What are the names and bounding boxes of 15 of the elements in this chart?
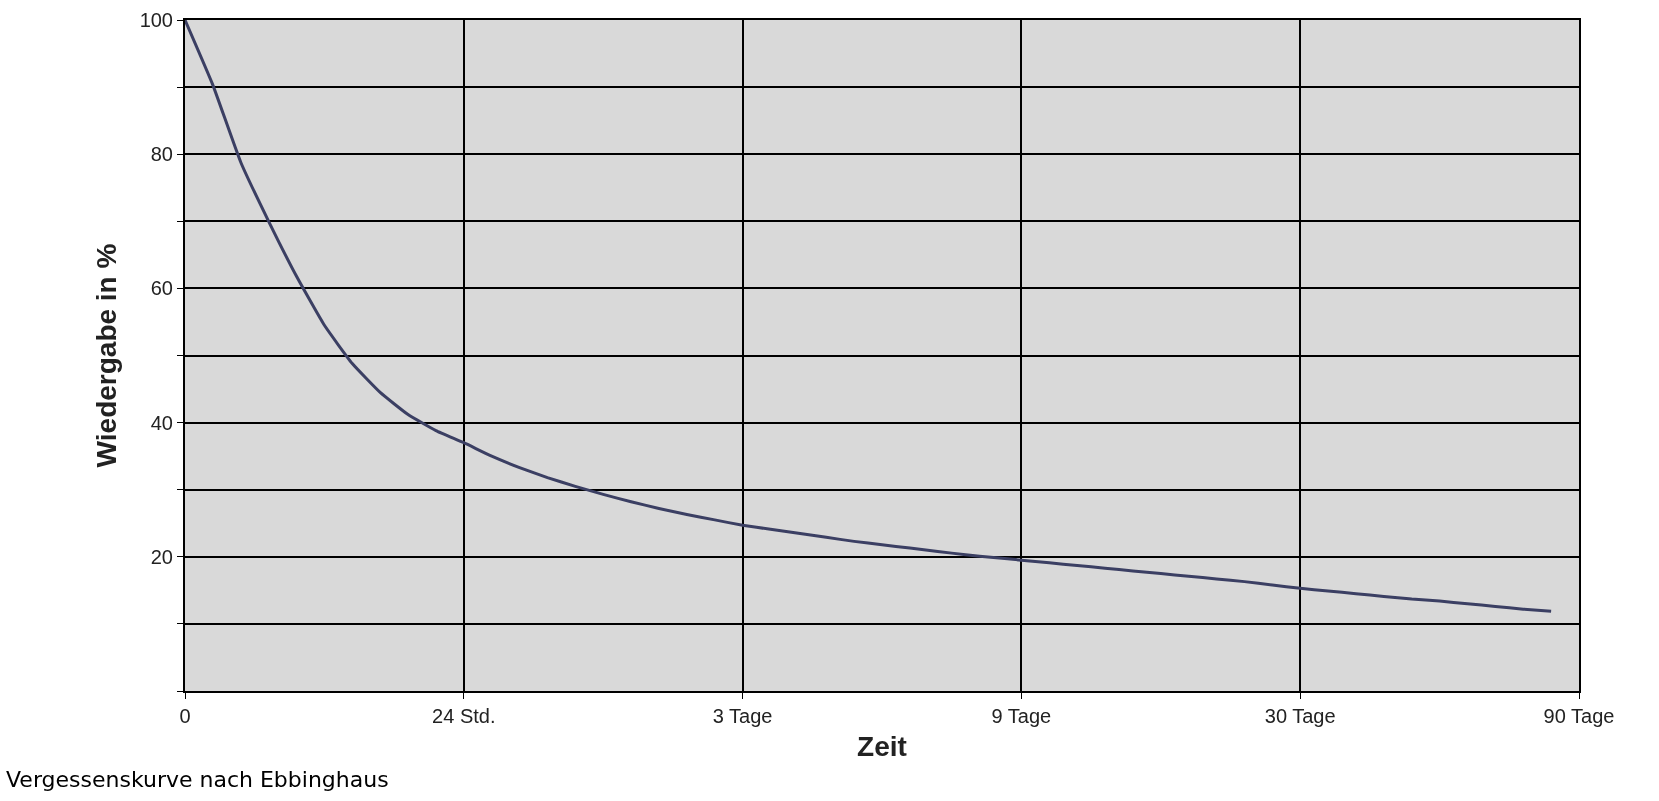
y-tick-label: 80 (150, 143, 173, 166)
text: Vergessenskurve nach Ebbinghaus (6, 767, 389, 792)
line-series (185, 20, 1553, 613)
x-tick-label: 90 Tage (1543, 705, 1615, 727)
y-axis-title: Wiedergabe in % (90, 243, 122, 468)
x-tick-label: 30 Tage (1264, 705, 1336, 727)
y-tick-label: 20 (150, 545, 173, 568)
x-tick-label: 9 Tage (991, 705, 1052, 727)
x-tick-label: 0 (179, 705, 191, 727)
x-axis-title: Zeit (857, 730, 907, 762)
x-tick-label: 3 Tage (712, 705, 773, 727)
y-tick-label: 100 (139, 9, 173, 31)
x-tick-label: 24 Std. (432, 705, 496, 727)
y-tick-label: 60 (150, 277, 173, 300)
y-tick-label: 40 (150, 411, 173, 434)
